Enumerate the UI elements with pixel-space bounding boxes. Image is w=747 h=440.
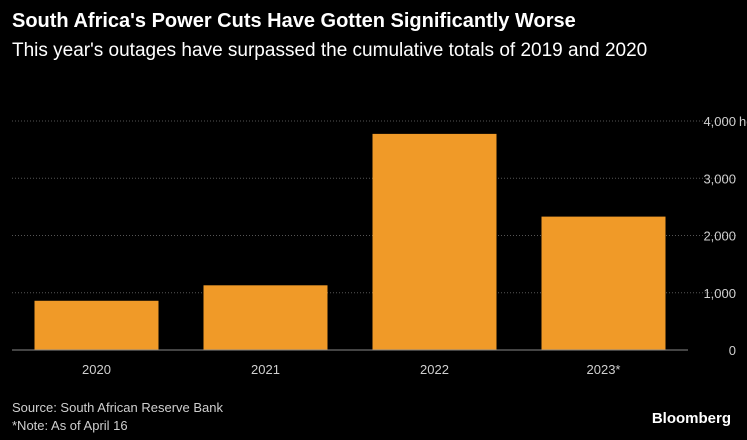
- x-tick-label: 2023*: [587, 362, 621, 377]
- y-tick-label: 0: [729, 343, 736, 358]
- x-tick-label: 2020: [82, 362, 111, 377]
- footnote: *Note: As of April 16: [12, 418, 128, 433]
- bar-chart: 0 1,000 2,000 3,000 4,000hours 2020 2021 2022 20…: [12, 114, 747, 377]
- y-tick-label: 4,000: [703, 114, 736, 129]
- x-tick-label: 2021: [251, 362, 280, 377]
- source-note: Source: South African Reserve Bank: [12, 400, 224, 415]
- bar: [372, 133, 497, 350]
- chart-title: South Africa's Power Cuts Have Gotten Si…: [12, 10, 576, 32]
- y-tick-label: 2,000: [703, 229, 736, 244]
- bar: [203, 285, 328, 350]
- chart-subtitle: This year's outages have surpassed the c…: [12, 40, 648, 61]
- y-tick-label: 3,000: [703, 171, 736, 186]
- bar: [541, 216, 666, 350]
- y-unit-label: hours: [739, 114, 747, 129]
- bloomberg-logo: Bloomberg: [651, 410, 731, 427]
- y-tick-label: 1,000: [703, 286, 736, 301]
- x-tick-label: 2022: [420, 362, 449, 377]
- bar: [34, 300, 159, 350]
